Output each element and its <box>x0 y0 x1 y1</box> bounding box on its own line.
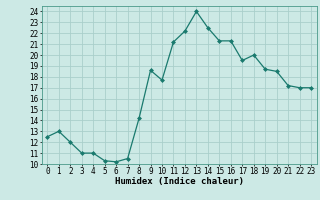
X-axis label: Humidex (Indice chaleur): Humidex (Indice chaleur) <box>115 177 244 186</box>
